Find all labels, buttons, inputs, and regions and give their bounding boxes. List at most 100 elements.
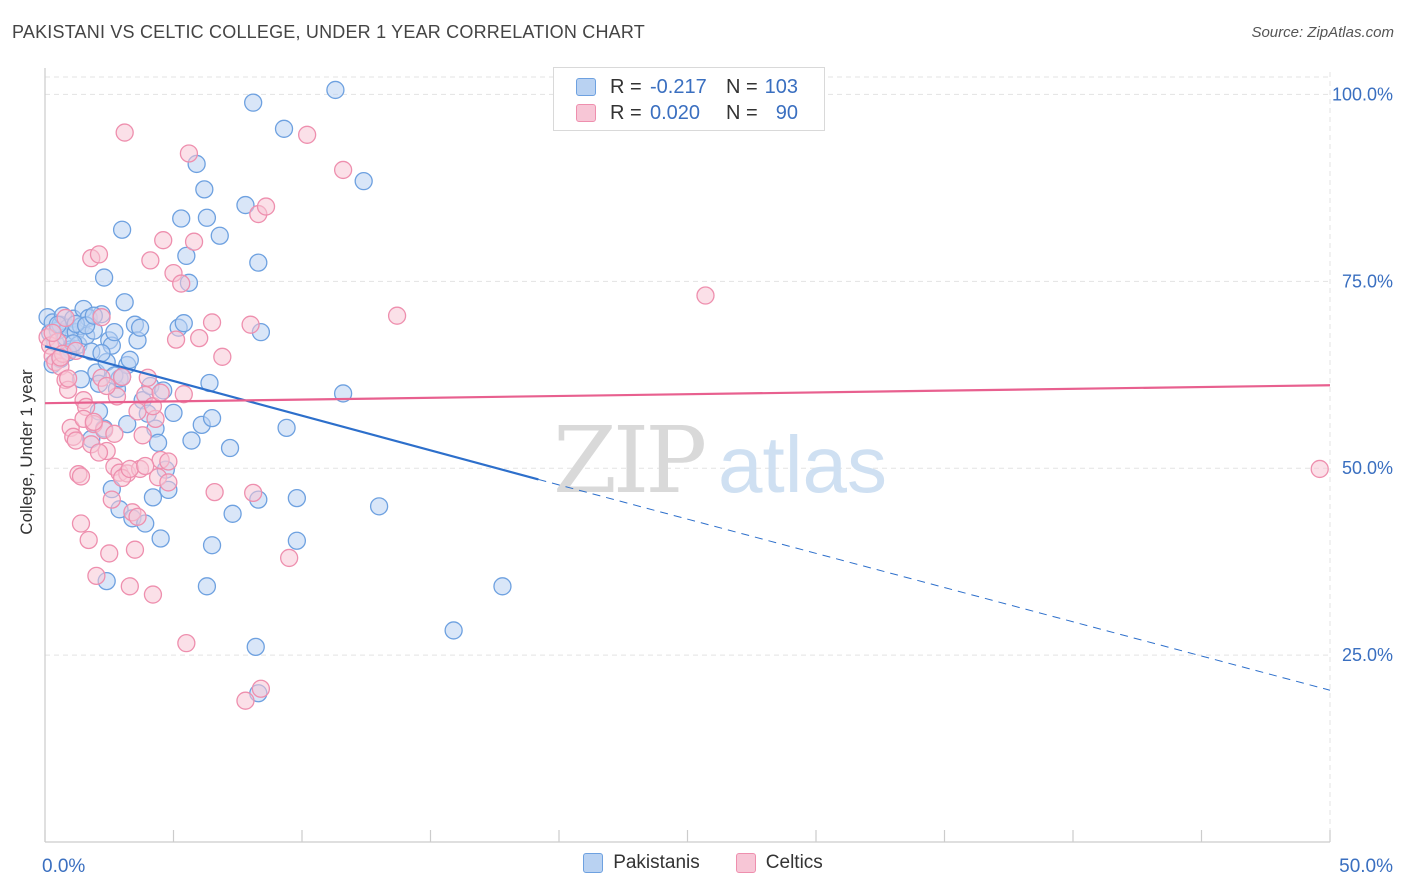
point-celtics: [128, 402, 147, 421]
point-celtics: [184, 232, 204, 251]
point-celtics: [66, 431, 85, 450]
point-pakistanis: [118, 414, 137, 434]
point-pakistanis: [236, 195, 255, 215]
legend-label-celtics: Celtics: [765, 852, 823, 873]
point-celtics: [154, 231, 173, 250]
point-pakistanis: [277, 418, 296, 437]
point-pakistanis: [202, 408, 222, 428]
point-pakistanis: [182, 431, 201, 450]
legend-swatch-pink: [735, 853, 756, 873]
point-celtics: [71, 467, 91, 486]
point-pakistanis: [249, 253, 268, 272]
point-celtics: [89, 443, 109, 462]
legend-n-label: N =: [726, 101, 758, 124]
point-pakistanis: [130, 318, 150, 337]
point-pakistanis: [333, 384, 353, 403]
axes: [44, 68, 1331, 843]
point-celtics: [133, 426, 152, 445]
point-celtics: [213, 347, 232, 366]
legend-r-value: 0.020: [650, 101, 701, 124]
point-pakistanis: [223, 504, 242, 523]
watermark-atlas: atlas: [718, 420, 887, 509]
x-tick-label-max: 50.0%: [1339, 856, 1393, 877]
x-tick-labels: 0.0% 50.0%: [42, 856, 1393, 877]
point-celtics: [79, 530, 98, 550]
trend-line-celtics: [44, 384, 1331, 405]
legend-r-label: R =: [610, 101, 642, 124]
point-pakistanis: [172, 209, 191, 228]
point-celtics: [151, 383, 170, 402]
point-celtics: [136, 456, 155, 476]
point-celtics: [251, 679, 271, 698]
point-celtics: [112, 367, 132, 387]
point-celtics: [387, 306, 407, 325]
legend-item-pakistanis[interactable]: Pakistanis: [583, 852, 700, 874]
point-celtics: [120, 459, 139, 479]
point-pakistanis: [177, 246, 196, 266]
point-pakistanis: [197, 577, 217, 596]
point-pakistanis: [120, 350, 139, 369]
point-pakistanis: [287, 488, 307, 508]
point-pakistanis: [197, 208, 217, 227]
point-pakistanis: [115, 293, 134, 312]
point-pakistanis: [369, 497, 389, 516]
point-celtics: [174, 385, 193, 404]
legend-item-celtics[interactable]: Celtics: [735, 852, 823, 874]
point-pakistanis: [174, 314, 193, 333]
y-tick-label: 100.0%: [1332, 84, 1393, 104]
point-celtics: [179, 144, 199, 163]
point-pakistanis: [94, 268, 114, 287]
legend-swatch-blue: [583, 853, 604, 873]
series-legend: Pakistanis Celtics: [0, 852, 1406, 874]
point-celtics: [71, 514, 91, 533]
point-celtics: [128, 507, 147, 526]
point-celtics: [97, 376, 116, 396]
point-pakistanis: [148, 433, 168, 452]
legend-swatch-blue: [576, 78, 596, 96]
point-celtics: [105, 424, 124, 443]
watermark-zip: ZIP: [553, 407, 704, 514]
point-celtics: [297, 125, 317, 144]
point-celtics: [696, 286, 715, 305]
point-pakistanis: [151, 529, 170, 548]
stats-legend: R = -0.217 N = 103 R = 0.020 N = 90: [553, 67, 825, 131]
point-pakistanis: [220, 438, 240, 458]
point-pakistanis: [246, 637, 265, 657]
point-celtics: [256, 197, 276, 216]
point-celtics: [241, 315, 260, 334]
point-celtics: [166, 330, 186, 349]
point-celtics: [120, 577, 139, 596]
point-pakistanis: [493, 577, 512, 596]
point-pakistanis: [287, 531, 307, 550]
point-pakistanis: [274, 119, 294, 138]
point-celtics: [141, 251, 160, 270]
point-celtics: [279, 548, 299, 568]
legend-n-value: 103: [764, 75, 798, 98]
point-celtics: [1310, 459, 1329, 479]
legend-r-label: R =: [610, 75, 642, 98]
point-celtics: [125, 540, 145, 559]
point-celtics: [51, 348, 70, 367]
watermark: ZIP atlas: [553, 407, 887, 514]
point-celtics: [56, 308, 75, 328]
point-celtics: [159, 452, 178, 471]
point-pakistanis: [244, 93, 263, 112]
chart-title: PAKISTANI VS CELTIC COLLEGE, UNDER 1 YEA…: [12, 22, 645, 42]
point-pakistanis: [444, 621, 463, 640]
legend-row-celtics: R = 0.020 N = 90: [576, 100, 798, 126]
x-tick-label-min: 0.0%: [42, 856, 85, 877]
point-celtics: [143, 585, 163, 604]
point-celtics: [202, 313, 222, 332]
point-celtics: [84, 412, 103, 432]
trend-lines: [44, 345, 1331, 691]
point-celtics: [58, 369, 78, 388]
legend-label-pakistanis: Pakistanis: [613, 852, 700, 873]
point-pakistanis: [210, 226, 229, 245]
legend-n-label: N =: [726, 75, 758, 98]
point-celtics: [205, 482, 224, 502]
trend-line-pakistanis: [44, 345, 539, 481]
point-celtics: [115, 123, 134, 142]
source-label: Source: ZipAtlas.com: [1251, 24, 1394, 41]
legend-row-pakistanis: R = -0.217 N = 103: [576, 74, 798, 100]
point-celtics: [236, 691, 255, 710]
